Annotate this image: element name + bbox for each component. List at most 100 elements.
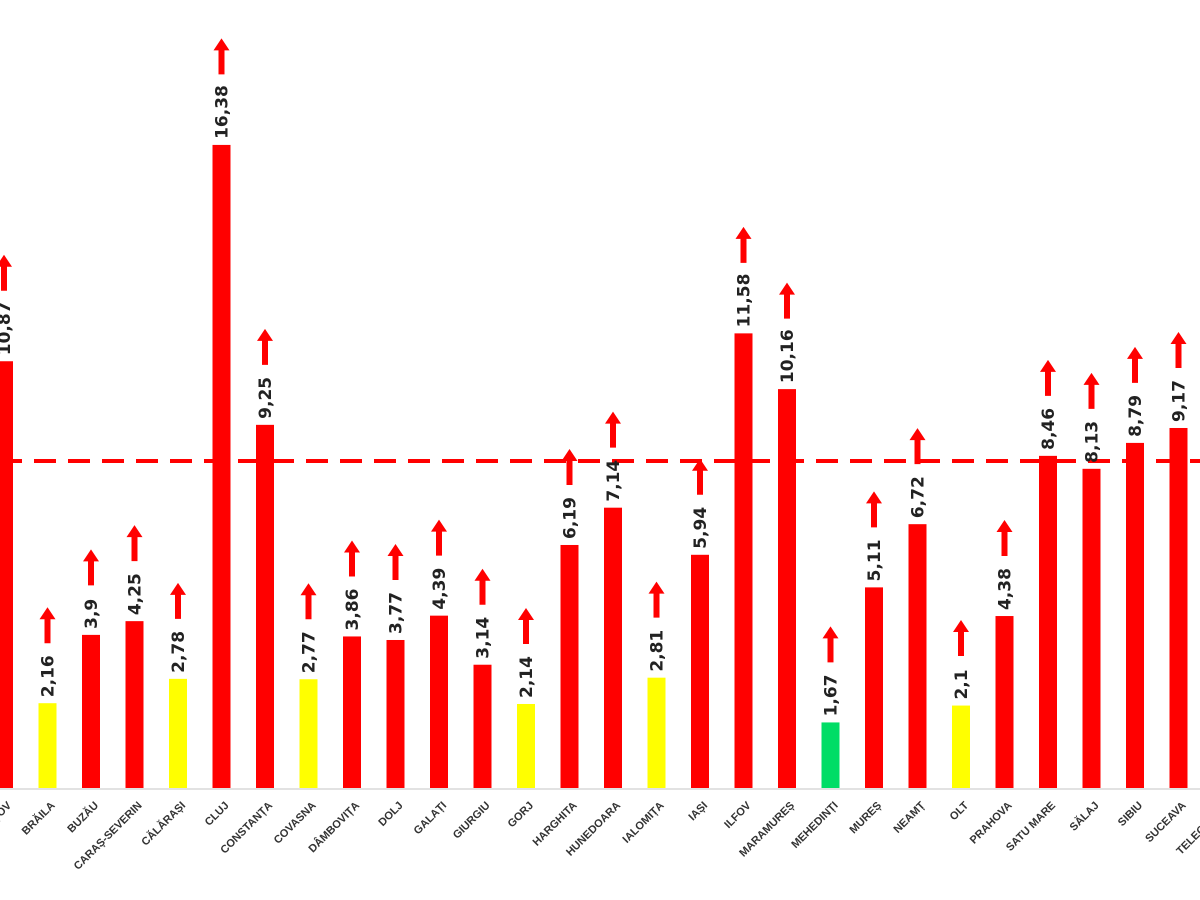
value-label: 5,94 — [691, 507, 711, 549]
x-tick-label: ILFOV — [722, 799, 754, 831]
arrow-up-icon — [822, 626, 839, 663]
bar-cluj — [212, 144, 231, 788]
bar-brașov — [0, 361, 13, 788]
value-label: 9,25 — [256, 377, 276, 419]
arrow-up-icon — [1040, 359, 1056, 396]
x-tick-label: CĂLĂRAȘI — [139, 799, 188, 848]
value-label: 6,72 — [909, 476, 929, 518]
bar-giurgiu — [473, 664, 492, 788]
bar-maramureș — [778, 389, 796, 788]
x-tick-label: SUCEAVA — [1143, 800, 1188, 845]
value-label: 3,86 — [343, 589, 363, 631]
bar-prahova — [995, 616, 1014, 788]
arrow-up-icon — [735, 226, 752, 263]
arrow-up-icon — [561, 448, 578, 485]
value-label: 3,14 — [474, 617, 494, 659]
bar-caraș-severin — [125, 621, 144, 788]
bar-satu-mare — [1039, 455, 1057, 788]
value-label: 10,16 — [778, 329, 798, 383]
bar-mureș — [865, 587, 883, 788]
bar-suceava — [1169, 427, 1188, 788]
value-label: 3,77 — [387, 592, 407, 634]
value-label: 2,14 — [517, 656, 537, 698]
bar-brăila — [38, 703, 57, 788]
arrow-up-icon — [213, 38, 230, 75]
bar-hunedoara — [604, 507, 622, 788]
bar-covasna — [299, 679, 318, 788]
value-label: 16,38 — [213, 85, 233, 139]
x-tick-label: COVASNA — [272, 800, 319, 847]
bar-ialomița — [647, 677, 666, 788]
arrow-up-icon — [996, 520, 1013, 557]
value-label: 2,78 — [169, 631, 189, 673]
value-label: 1,67 — [822, 674, 842, 716]
bar-călărași — [169, 678, 187, 788]
value-label: 9,17 — [1170, 380, 1190, 422]
arrow-up-icon — [170, 582, 186, 619]
value-label: 4,25 — [126, 573, 146, 615]
bar-gorj — [517, 703, 535, 788]
x-tick-label: GORJ — [506, 800, 537, 831]
bar-dâmbovița — [343, 636, 361, 788]
value-label: 2,16 — [39, 655, 59, 697]
arrow-up-icon — [648, 581, 665, 618]
value-label: 4,38 — [996, 568, 1016, 610]
arrow-up-icon — [605, 411, 621, 448]
value-label: 2,77 — [300, 631, 320, 673]
arrow-up-icon — [1170, 331, 1187, 368]
value-label: 5,11 — [865, 539, 885, 581]
arrow-up-icon — [692, 458, 708, 495]
arrow-up-icon — [257, 328, 273, 365]
x-tick-label: PRAHOVA — [968, 800, 1015, 847]
x-tick-label: SIBIU — [1116, 800, 1145, 829]
x-tick-label: MUREȘ — [848, 800, 885, 837]
value-label: 11,58 — [735, 274, 755, 328]
arrow-up-icon — [39, 607, 56, 644]
value-label: 7,14 — [604, 460, 624, 502]
x-tick-label: MEHEDINȚI — [789, 800, 840, 851]
x-tick-label: CLUJ — [203, 800, 232, 829]
arrow-up-icon — [953, 620, 969, 657]
x-tick-label: BUZĂU — [65, 799, 101, 835]
x-tick-label: IALOMIȚA — [621, 800, 667, 846]
bar-harghita — [560, 544, 579, 788]
x-tick-label: BRAȘOV — [0, 799, 15, 841]
value-label: 8,79 — [1126, 395, 1146, 437]
value-label: 8,46 — [1039, 408, 1059, 450]
x-tick-label: GIURGIU — [451, 800, 493, 842]
x-tick-label: SĂLAJ — [1067, 799, 1102, 834]
arrow-up-icon — [909, 428, 926, 465]
arrow-up-icon — [1083, 372, 1100, 409]
arrow-up-icon — [344, 540, 360, 577]
value-label: 6,19 — [561, 497, 581, 539]
bar-iași — [691, 554, 709, 788]
bar-constanța — [256, 424, 274, 788]
value-label: 2,81 — [648, 630, 668, 672]
bar-galați — [430, 615, 448, 788]
arrow-up-icon — [300, 583, 317, 620]
x-tick-label: GALAȚI — [412, 800, 449, 837]
arrow-up-icon — [0, 254, 12, 291]
bar-sălaj — [1082, 468, 1101, 788]
value-label: 2,1 — [952, 669, 972, 699]
bar-mehedinți — [821, 722, 840, 788]
arrow-up-icon — [126, 525, 143, 562]
bar-olt — [952, 705, 970, 788]
arrow-up-icon — [431, 519, 447, 556]
value-label: 4,39 — [430, 568, 450, 610]
bar-neamț — [908, 524, 927, 788]
arrow-up-icon — [474, 568, 491, 605]
value-label: 8,13 — [1083, 421, 1103, 463]
x-tick-label: NEAMȚ — [891, 799, 927, 835]
x-tick-label: OLT — [948, 799, 972, 823]
x-tick-label: DOLJ — [376, 800, 405, 829]
x-tick-label: IAȘI — [686, 800, 710, 824]
bar-dolj — [386, 639, 405, 788]
bar-sibiu — [1126, 442, 1144, 788]
arrow-up-icon — [83, 549, 99, 586]
value-label: 3,9 — [82, 599, 102, 629]
value-label: 10,87 — [0, 301, 15, 355]
x-tick-label: BRĂILA — [19, 799, 58, 838]
bar-buzău — [82, 634, 100, 788]
